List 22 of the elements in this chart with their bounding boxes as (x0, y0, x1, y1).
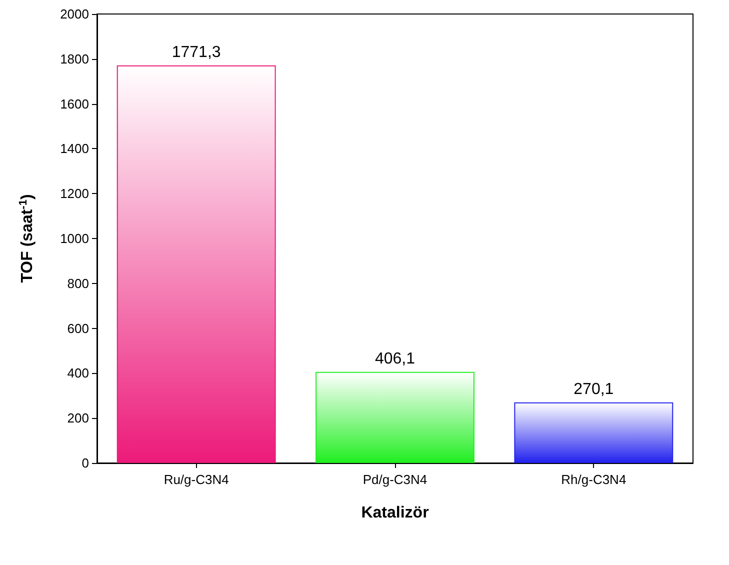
bar (514, 402, 674, 463)
y-axis-title: TOF (saat-1) (18, 194, 36, 283)
data-label: 1771,3 (172, 44, 221, 61)
y-tick-label: 1400 (60, 141, 89, 156)
y-tick-label: 1200 (60, 186, 89, 202)
y-tick-label: 1600 (60, 96, 89, 112)
y-tick-label: 200 (67, 410, 89, 426)
data-label: 406,1 (374, 350, 416, 368)
y-tick-label: 1000 (60, 231, 89, 246)
y-tick-label: 0 (82, 456, 89, 470)
y-tick-label: 600 (67, 320, 89, 336)
data-label: 270,1 (574, 380, 614, 398)
y-tick-label: 1800 (60, 51, 89, 66)
y-tick-label: 800 (67, 276, 89, 291)
bar (116, 65, 276, 463)
y-tick-label: 2000 (60, 6, 89, 22)
x-axis-title: Katalizör (361, 504, 429, 522)
bar (316, 372, 474, 463)
y-tick-label: 400 (67, 366, 89, 381)
x-tick-label: Ru/g-C3N4 (164, 472, 229, 487)
x-tick-label: Rh/g-C3N4 (561, 472, 626, 487)
x-tick-label: Pd/g-C3N4 (362, 472, 428, 487)
